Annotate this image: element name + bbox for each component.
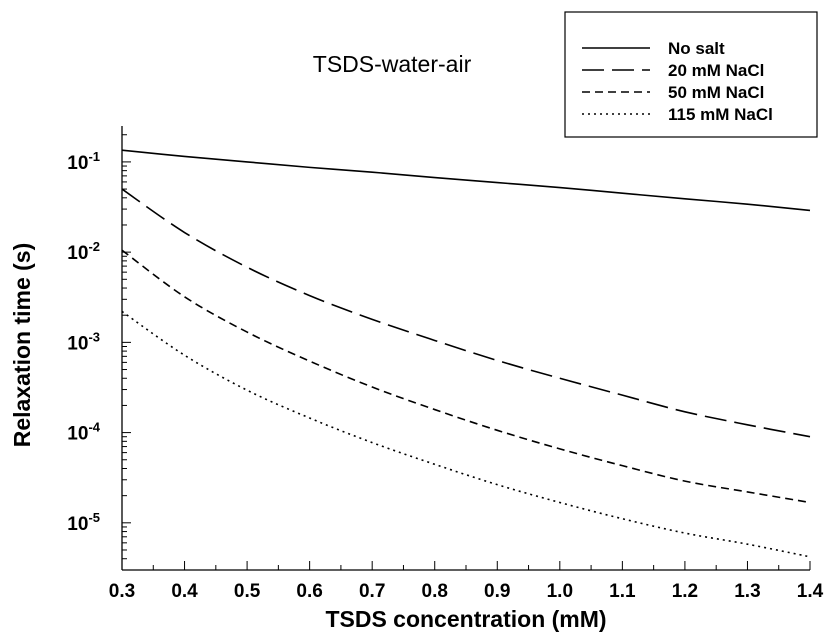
x-tick-label: 1.4: [797, 581, 824, 602]
y-tick-label: 10-4: [67, 420, 100, 445]
legend-label-3: 50 mM NaCl: [668, 83, 764, 102]
legend-label-2: 20 mM NaCl: [668, 61, 764, 80]
series-line-4: [121, 310, 811, 558]
y-axis-title: Relaxation time (s): [9, 243, 35, 448]
x-tick-label: 0.7: [359, 581, 385, 602]
x-tick-label: 0.4: [171, 581, 198, 602]
x-tick-label: 0.5: [234, 581, 261, 602]
legend-label-4: 115 mM NaCl: [668, 105, 773, 124]
series-line-1: [121, 149, 811, 212]
y-tick-label: 10-2: [67, 239, 100, 264]
ticks-layer: 0.3 0.4 0.5 0.6 0.7 0.8 0.9 1.0 1.1 1.2 1.3 1.4 10-1…: [67, 134, 824, 602]
x-tick-label: 0.8: [422, 581, 448, 602]
y-tick-label: 10-5: [67, 510, 100, 535]
x-axis-title: TSDS concentration (mM): [325, 606, 606, 632]
series-line-3: [121, 249, 811, 504]
x-tick-label: 1.1: [609, 581, 636, 602]
legend: No salt 20 mM NaCl 50 mM NaCl 115 mM NaCl: [564, 11, 818, 138]
y-tick-label: 10-1: [67, 149, 100, 174]
legend-label-1: No salt: [668, 39, 725, 58]
series-line-2: [121, 188, 811, 438]
y-tick-label: 10-3: [67, 329, 100, 354]
series-layer: [121, 149, 811, 558]
x-tick-label: 1.0: [547, 581, 573, 602]
x-tick-label: 1.2: [672, 581, 698, 602]
x-tick-label: 1.3: [734, 581, 760, 602]
x-tick-label: 0.3: [109, 581, 135, 602]
chart-title: TSDS-water-air: [313, 51, 472, 77]
x-tick-label: 0.9: [484, 581, 510, 602]
plot-area: [121, 126, 810, 571]
legend-box: [564, 11, 818, 138]
x-tick-label: 0.6: [296, 581, 322, 602]
